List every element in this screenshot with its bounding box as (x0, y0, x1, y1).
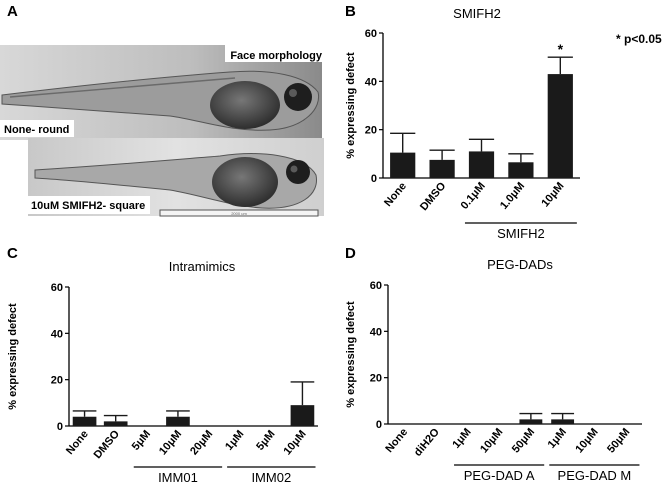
x-tick-label: 1μM (450, 426, 473, 451)
x-tick-label: 1μM (546, 426, 569, 451)
none-round-label-box (0, 120, 74, 137)
x-tick-label: 10μM (573, 426, 600, 455)
y-tick-label: 0 (371, 173, 377, 185)
x-tick-label: 5μM (254, 428, 277, 453)
x-tick-label: 5μM (130, 428, 153, 453)
group-label: IMM02 (251, 470, 291, 485)
y-tick-label: 20 (365, 125, 377, 137)
panel-letter-d: D (345, 245, 356, 262)
face-morphology-label: Face morphology (230, 50, 323, 62)
chart-title: PEG-DADs (487, 257, 553, 272)
x-tick-label: DMSO (92, 428, 123, 461)
group-label: IMM01 (158, 470, 198, 485)
treated-label-box (28, 196, 150, 214)
y-tick-label: 0 (376, 419, 382, 431)
bar (468, 151, 495, 178)
x-tick-label: None (383, 426, 410, 455)
y-tick-label: 20 (370, 373, 382, 385)
zebrafish-micrograph: 2000 um Face morphology None- round 10uM… (0, 45, 326, 217)
y-tick-label: 60 (370, 280, 382, 292)
y-tick-label: 60 (51, 282, 63, 294)
significance-note: * p<0.05 (616, 32, 662, 46)
bar (519, 419, 543, 424)
bar (551, 419, 575, 424)
panel-letter-a: A (7, 3, 18, 20)
x-tick-label: diH2O (412, 426, 442, 459)
y-tick-label: 40 (51, 328, 63, 340)
y-tick-label: 20 (51, 375, 63, 387)
treated-square-label: 10uM SMIFH2- square (31, 200, 145, 212)
bar (103, 421, 128, 426)
scale-bar-label: 2000 um (231, 211, 247, 216)
chart-peg-dads: PEG-DADs % expressing defect 0 20 40 60 None di… (345, 257, 642, 483)
none-round-label: None- round (4, 124, 69, 136)
bar (166, 416, 190, 426)
y-tick-label: 60 (365, 28, 377, 40)
panel-letter-b: B (345, 3, 356, 20)
x-tick-label: DMSO (418, 180, 449, 213)
chart-title: Intramimics (169, 259, 236, 274)
panel-letter-c: C (7, 245, 18, 262)
x-tick-label: 10μM (281, 428, 308, 457)
y-axis-label: % expressing defect (7, 303, 19, 410)
scale-bar (159, 209, 319, 217)
bar (429, 159, 455, 178)
chart-smifh2: SMIFH2 % expressing defect 0 20 40 60 None DMSO… (345, 6, 580, 241)
bar (390, 152, 416, 178)
x-tick-label: 20μM (188, 428, 215, 457)
y-axis-label: % expressing defect (345, 52, 357, 159)
bar (290, 405, 315, 426)
bar (508, 162, 534, 178)
chart-title: SMIFH2 (453, 6, 501, 21)
group-label: PEG-DAD A (464, 468, 535, 483)
x-tick-label: 50μM (510, 426, 537, 455)
x-tick-label: 1.0μM (498, 180, 527, 212)
bar (72, 416, 97, 426)
x-tick-label: None (64, 428, 91, 457)
face-morphology-label-box (225, 45, 326, 62)
significance-star: * (558, 41, 564, 57)
chart-intramimics: Intramimics % expressing defect 0 20 40 60 Non… (7, 259, 318, 485)
x-tick-label: None (382, 180, 409, 209)
x-tick-label: 1μM (223, 428, 246, 453)
bar (547, 74, 573, 178)
group-label: SMIFH2 (497, 226, 545, 241)
y-tick-label: 40 (365, 76, 377, 88)
group-label: PEG-DAD M (558, 468, 632, 483)
x-tick-label: 10μM (157, 428, 184, 457)
y-tick-label: 0 (57, 421, 63, 433)
y-tick-label: 40 (370, 326, 382, 338)
x-tick-label: 10μM (478, 426, 505, 455)
y-axis-label: % expressing defect (345, 301, 357, 408)
x-tick-label: 10μM (539, 180, 566, 209)
x-tick-label: 0.1μM (459, 180, 488, 212)
x-tick-label: 50μM (605, 426, 632, 455)
